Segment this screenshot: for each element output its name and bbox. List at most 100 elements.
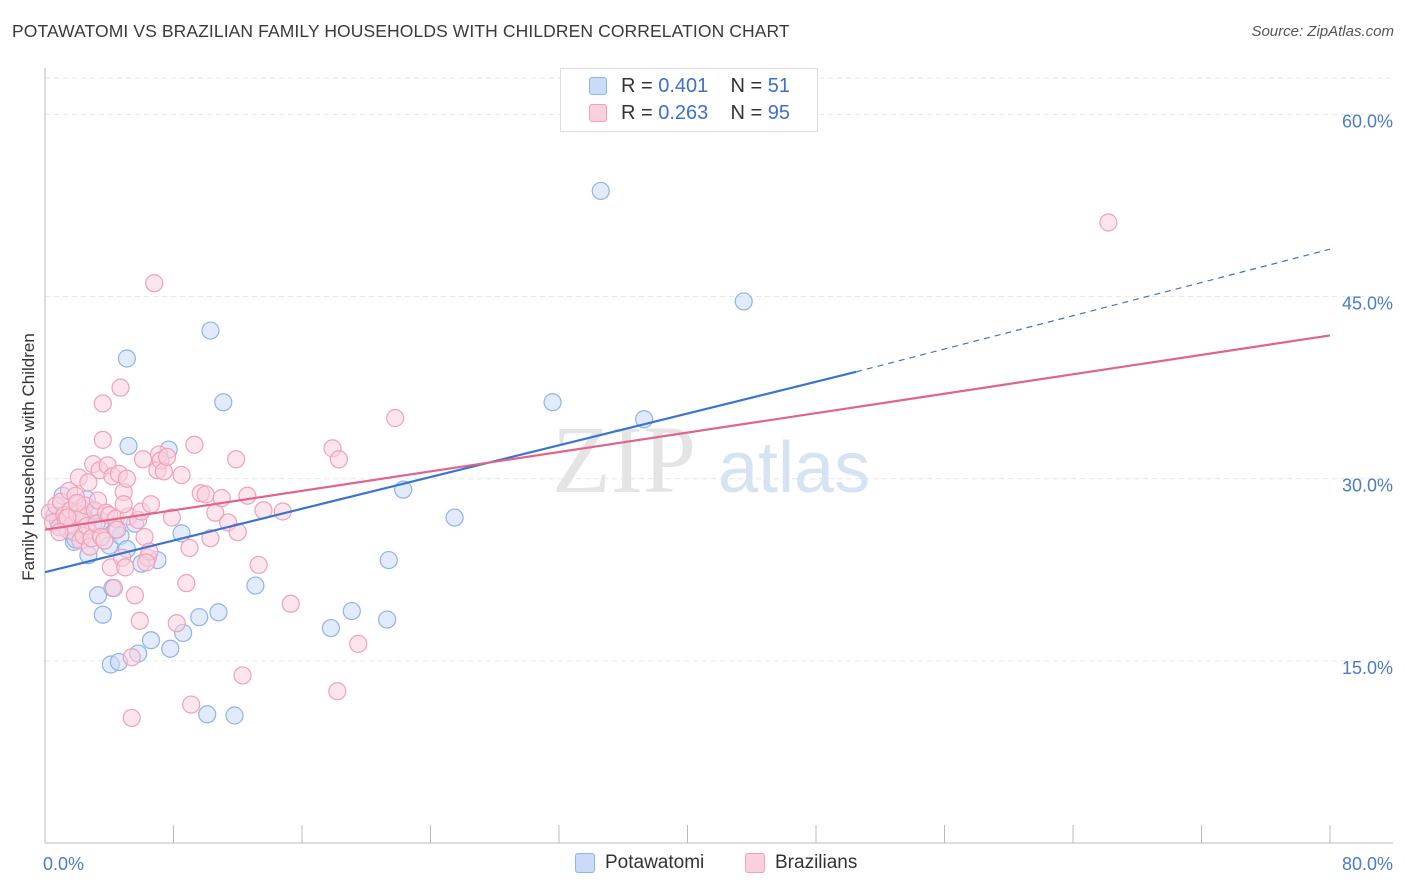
- y-tick-label: 60.0%: [1342, 111, 1393, 131]
- trend-layer: [44, 248, 1331, 574]
- watermark-atlas: atlas: [718, 428, 870, 508]
- point-potawatomi: [141, 631, 161, 650]
- point-brazilians: [172, 465, 191, 485]
- point-potawatomi: [445, 508, 464, 527]
- trendline-extension-potawatomi: [856, 248, 1331, 373]
- point-brazilians: [238, 486, 257, 505]
- point-brazilians: [141, 495, 161, 514]
- point-potawatomi: [734, 292, 753, 311]
- point-brazilians: [108, 520, 127, 539]
- point-potawatomi: [161, 639, 180, 658]
- point-brazilians: [196, 485, 215, 504]
- point-brazilians: [177, 574, 196, 593]
- y-tick-label: 45.0%: [1342, 294, 1393, 314]
- point-brazilians: [249, 555, 268, 575]
- point-potawatomi: [198, 705, 217, 724]
- point-potawatomi: [342, 601, 361, 621]
- point-brazilians: [180, 538, 199, 558]
- point-brazilians: [116, 558, 135, 577]
- points-layer: [40, 181, 1118, 728]
- legend-swatch-brazilians: [589, 104, 607, 122]
- point-potawatomi: [591, 181, 610, 201]
- bottom-legend-label-brazilians: Brazilians: [775, 852, 858, 873]
- source-label: Source: ZipAtlas.com: [1251, 23, 1394, 40]
- point-brazilians: [233, 666, 252, 685]
- point-brazilians: [104, 578, 124, 598]
- point-brazilians: [93, 394, 112, 413]
- point-brazilians: [130, 611, 149, 630]
- point-brazilians: [122, 648, 141, 667]
- correlation-legend: R = 0.401 N = 51 R = 0.263 N = 95: [560, 68, 818, 132]
- point-brazilians: [111, 378, 130, 397]
- point-brazilians: [162, 508, 181, 527]
- legend-text-potawatomi: R = 0.401 N = 51: [621, 75, 790, 98]
- x-tick-labels: 0.0% 80.0%: [43, 854, 1393, 874]
- point-brazilians: [329, 450, 349, 469]
- x-tick-label: 80.0%: [1342, 854, 1393, 874]
- point-brazilians: [125, 586, 145, 605]
- legend-text-brazilians: R = 0.263 N = 95: [621, 102, 790, 125]
- point-brazilians: [133, 450, 153, 469]
- legend-row-brazilians: R = 0.263 N = 95: [561, 101, 817, 127]
- point-potawatomi: [117, 349, 137, 368]
- legend-swatch-potawatomi: [589, 77, 607, 95]
- x-tick-label: 0.0%: [43, 854, 84, 874]
- watermark-zip: ZIP: [552, 406, 696, 513]
- trendline-brazilians: [44, 334, 1331, 531]
- legend-n-label: N =: [730, 102, 763, 124]
- point-brazilians: [281, 594, 300, 613]
- chart-title: POTAWATOMI VS BRAZILIAN FAMILY HOUSEHOLD…: [12, 21, 790, 41]
- point-potawatomi: [209, 603, 228, 622]
- legend-n-value: 95: [767, 102, 791, 124]
- legend-n-value: 51: [767, 75, 791, 97]
- point-potawatomi: [543, 393, 562, 412]
- point-brazilians: [227, 450, 246, 469]
- point-brazilians: [58, 508, 77, 527]
- point-brazilians: [201, 529, 220, 548]
- point-potawatomi: [190, 608, 209, 627]
- bottom-legend-swatch-brazilians: [745, 853, 765, 873]
- grid-layer: [45, 77, 1393, 662]
- point-brazilians: [68, 493, 87, 513]
- point-potawatomi: [321, 618, 341, 638]
- point-potawatomi: [201, 321, 220, 340]
- bottom-legend-swatch-potawatomi: [575, 853, 595, 873]
- point-potawatomi: [225, 706, 244, 725]
- point-brazilians: [137, 553, 156, 572]
- point-brazilians: [145, 274, 164, 293]
- point-brazilians: [79, 473, 98, 492]
- point-brazilians: [386, 408, 405, 428]
- y-tick-label: 30.0%: [1342, 476, 1393, 496]
- legend-r-value: 0.263: [658, 102, 709, 124]
- point-brazilians: [167, 614, 186, 633]
- point-brazilians: [1099, 213, 1118, 232]
- point-potawatomi: [246, 576, 265, 595]
- point-potawatomi: [379, 550, 398, 570]
- y-tick-label: 15.0%: [1342, 658, 1393, 678]
- legend-r-value: 0.401: [658, 75, 709, 97]
- point-brazilians: [157, 447, 177, 466]
- legend-row-potawatomi: R = 0.401 N = 51: [561, 74, 817, 100]
- point-brazilians: [93, 430, 112, 449]
- point-brazilians: [114, 495, 133, 514]
- point-potawatomi: [88, 586, 108, 605]
- legend-r-label: R =: [621, 75, 653, 97]
- point-brazilians: [122, 708, 141, 728]
- point-potawatomi: [214, 393, 233, 412]
- point-brazilians: [182, 695, 201, 714]
- bottom-legend-label-potawatomi: Potawatomi: [605, 852, 705, 873]
- point-potawatomi: [93, 605, 112, 624]
- trendline-potawatomi: [44, 370, 857, 574]
- legend-n-label: N =: [730, 75, 763, 97]
- point-potawatomi: [119, 436, 138, 456]
- point-potawatomi: [378, 610, 397, 629]
- axes-layer: [44, 68, 1393, 844]
- y-axis-label: Family Households with Children: [19, 333, 38, 581]
- point-brazilians: [328, 682, 347, 701]
- point-brazilians: [95, 531, 114, 550]
- point-brazilians: [185, 435, 204, 454]
- legend-r-label: R =: [621, 102, 653, 124]
- point-brazilians: [349, 634, 368, 653]
- point-brazilians: [117, 469, 137, 488]
